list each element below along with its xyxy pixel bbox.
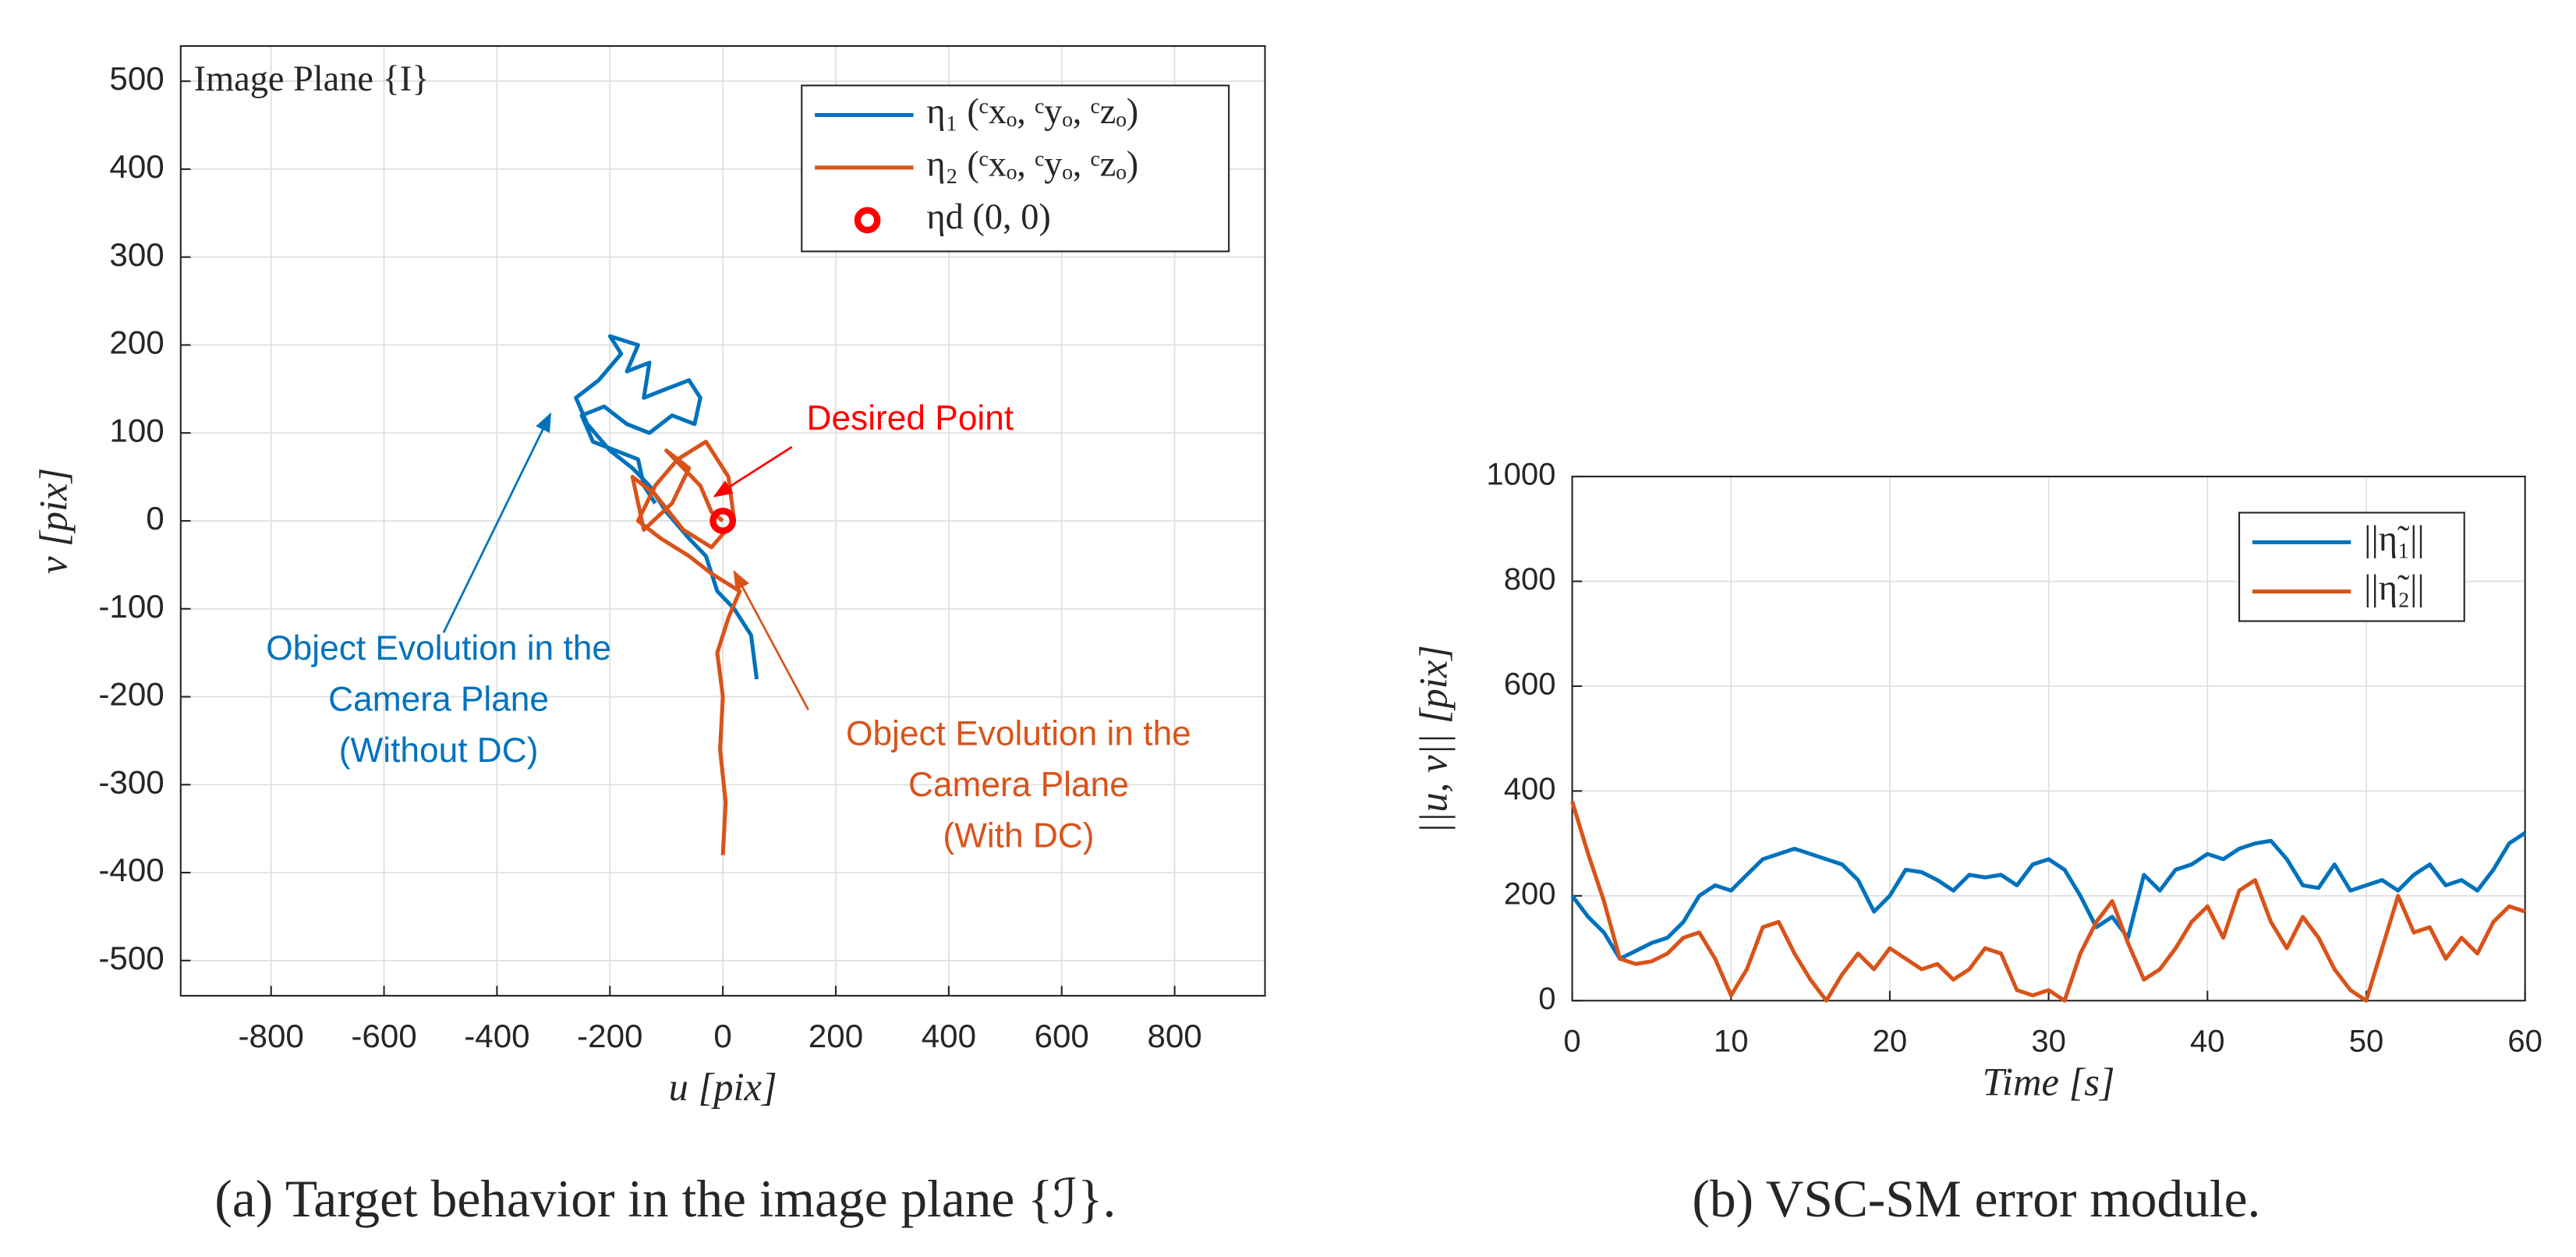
legend-label: ηd (0, 0) (926, 197, 1050, 237)
x-tick-label: -600 (351, 1018, 416, 1054)
annotation-arrow (442, 412, 552, 633)
legend-box (2238, 512, 2465, 622)
y-tick-label: -300 (98, 763, 164, 800)
x-tick-label: 60 (2507, 1025, 2542, 1059)
y-tick-label: 1000 (1486, 458, 1555, 492)
legend-label: η₁ (ᶜxₒ, ᶜyₒ, ᶜzₒ) (926, 92, 1138, 132)
x-tick-label: 400 (922, 1018, 976, 1054)
x-axis-label: Time [s] (1983, 1060, 2115, 1103)
annotation: Camera Plane (908, 766, 1129, 804)
series-line (630, 439, 742, 855)
annotation: Object Evolution in the (846, 715, 1191, 753)
plot-frame (1571, 476, 2526, 1002)
legend-label: ||η̃₁|| (2364, 519, 2425, 559)
caption: (b) VSC-SM error module. (1692, 1170, 2260, 1228)
x-tick-label: 50 (2349, 1025, 2384, 1059)
annotation: (Without DC) (339, 731, 539, 770)
y-tick-label: 400 (109, 148, 164, 185)
plot-frame (179, 44, 1266, 997)
y-tick-label: 200 (1504, 876, 1556, 911)
x-tick-label: 10 (1714, 1025, 1749, 1059)
x-tick-label: 40 (2190, 1025, 2225, 1059)
x-tick-label: 0 (1563, 1025, 1580, 1059)
x-axis-label: u [pix] (669, 1065, 777, 1109)
x-tick-label: 200 (809, 1018, 863, 1054)
y-tick-label: 600 (1504, 667, 1556, 702)
y-tick-label: 0 (146, 500, 164, 536)
legend-label: η₂ (ᶜxₒ, ᶜyₒ, ᶜzₒ) (926, 145, 1138, 185)
series-line (1570, 831, 2527, 961)
y-tick-label: -500 (98, 940, 164, 976)
annotation: (With DC) (943, 816, 1094, 855)
x-tick-label: 0 (713, 1018, 731, 1054)
legend-marker (854, 207, 881, 234)
x-tick-label: 20 (1873, 1025, 1908, 1059)
legend-label: ||η̃₂|| (2364, 568, 2425, 608)
y-tick-label: 0 (1538, 982, 1555, 1016)
x-tick-label: -800 (239, 1018, 304, 1054)
y-tick-label: 400 (1504, 772, 1556, 806)
annotation: Camera Plane (328, 680, 549, 718)
y-tick-label: 100 (109, 412, 164, 448)
y-tick-label: 800 (1504, 562, 1556, 597)
x-tick-label: -400 (464, 1018, 529, 1054)
annotation-arrow (713, 446, 793, 497)
annotation: Desired Point (807, 399, 1014, 437)
series-line (1570, 801, 2526, 1003)
x-tick-label: -200 (577, 1018, 642, 1054)
y-tick-label: -400 (98, 852, 164, 888)
y-axis-label: v [pix] (31, 468, 75, 574)
y-tick-label: 500 (109, 60, 164, 97)
x-tick-label: 30 (2031, 1025, 2066, 1059)
plot-label: Image Plane {I} (194, 59, 430, 99)
annotation: Object Evolution in the (266, 629, 611, 667)
annotation-arrow (733, 570, 809, 710)
caption: (a) Target behavior in the image plane {… (214, 1170, 1116, 1228)
y-tick-label: 200 (109, 324, 164, 361)
desired-point (709, 508, 737, 534)
y-tick-label: 300 (109, 236, 164, 273)
x-tick-label: 600 (1035, 1018, 1089, 1054)
y-axis-label: ||u, v|| [pix] (1411, 645, 1455, 834)
y-tick-label: -100 (98, 588, 164, 625)
x-tick-label: 800 (1147, 1018, 1201, 1054)
y-tick-label: -200 (98, 676, 164, 713)
